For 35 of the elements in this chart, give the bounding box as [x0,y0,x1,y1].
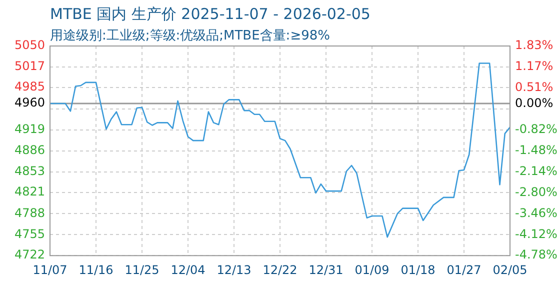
x-tick-label: 11/07 [32,262,68,277]
y-tick-label: 4985 [14,80,45,94]
chart-subtitle: 用途级别:工业级;等级:优级品;MTBE含量:≥98% [50,28,330,44]
y2-tick-label: 1.83% [515,38,554,52]
ref-line-label: 4960 [14,96,45,110]
x-tick-label: 01/27 [446,262,482,277]
y2-tick-label: -3.46% [515,206,558,220]
x-tick-label: 11/16 [78,262,114,277]
y-tick-label: 4722 [14,248,45,262]
y2-tick-label: 0.51% [515,80,554,94]
y-tick-label: 4755 [14,226,45,241]
x-tick-label: 12/31 [308,262,344,277]
y2-tick-label: -1.48% [515,143,558,158]
x-tick-label: 02/05 [492,262,528,277]
y-tick-label: 5050 [14,38,45,52]
y2-tick-label: -4.78% [515,248,558,262]
y2-tick-label: -4.12% [515,226,558,241]
x-tick-label: 01/18 [400,262,436,277]
y2-tick-label: -2.80% [515,184,558,199]
y-tick-label: 4886 [14,142,45,157]
y-tick-label: 4919 [14,122,45,136]
y2-tick-label: -0.82% [515,122,558,136]
x-tick-label: 12/04 [170,262,206,277]
y2-tick-label: -2.14% [515,164,558,178]
chart-title: MTBE 国内 生产价 2025-11-07 - 2026-02-05 [50,4,370,23]
y-tick-label: 4853 [14,164,45,178]
y-tick-label: 4788 [14,206,45,220]
y2-tick-label: 1.17% [515,59,554,74]
x-tick-label: 12/22 [262,262,298,277]
y-tick-label: 5017 [14,59,45,74]
x-tick-label: 12/13 [216,262,252,277]
x-tick-label: 11/25 [124,262,160,277]
y2-tick-label: 0.00% [515,96,554,110]
x-tick-label: 01/09 [354,262,390,277]
y-tick-label: 4821 [14,184,45,198]
